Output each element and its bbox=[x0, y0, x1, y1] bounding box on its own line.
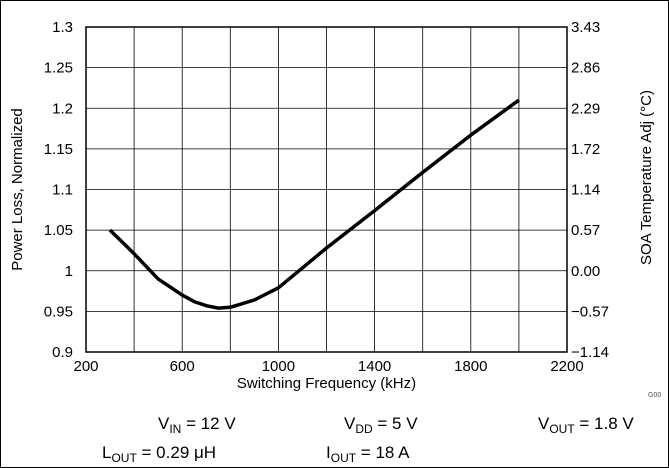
plot-area bbox=[85, 26, 568, 353]
y-axis-label: Power Loss, Normalized bbox=[9, 108, 26, 271]
y-tick-labels: 0.9 0.95 1 1.05 1.1 1.15 1.2 1.25 1.3 bbox=[44, 19, 73, 361]
y-tick-label: 1.3 bbox=[52, 19, 73, 36]
lout-condition: LOUT = 0.29 μH bbox=[102, 443, 217, 465]
x-tick-label: 1800 bbox=[454, 358, 487, 375]
iout-condition: IOUT = 18 A bbox=[326, 443, 410, 465]
x-axis-label: Switching Frequency (kHz) bbox=[237, 375, 416, 392]
vin-condition: VIN = 12 V bbox=[158, 414, 236, 436]
grid-lines bbox=[85, 26, 568, 353]
x-tick-labels: 200 600 1000 1400 1800 2200 bbox=[73, 358, 583, 375]
y-tick-label: 1.05 bbox=[44, 222, 73, 239]
y2-tick-labels: −1.14 −0.57 0.00 0.57 1.14 1.72 2.29 2.86 3.43 bbox=[571, 19, 609, 361]
y2-tick-label: 2.86 bbox=[571, 60, 600, 77]
y2-tick-label: 0.00 bbox=[571, 263, 600, 280]
y2-tick-label: 1.72 bbox=[571, 141, 600, 158]
y-tick-label: 1 bbox=[65, 263, 73, 280]
series-points bbox=[110, 100, 519, 308]
y-tick-label: 1.25 bbox=[44, 60, 73, 77]
y-tick-label: 0.95 bbox=[44, 303, 73, 320]
x-tick-label: 1400 bbox=[358, 358, 391, 375]
y2-tick-label: −0.57 bbox=[571, 303, 609, 320]
y-tick-label: 1.1 bbox=[52, 182, 73, 199]
y2-tick-label: 2.29 bbox=[571, 100, 600, 117]
power-loss-chart: 200 600 1000 1400 1800 2200 0.9 0.95 1 1.05 1.1 1.… bbox=[9, 19, 655, 392]
x-tick-label: 2200 bbox=[550, 358, 583, 375]
y2-tick-label: 1.14 bbox=[571, 182, 600, 199]
vout-condition: VOUT = 1.8 V bbox=[538, 414, 634, 436]
y-tick-label: 0.9 bbox=[52, 344, 73, 361]
x-tick-label: 600 bbox=[170, 358, 195, 375]
figure-code: G00 bbox=[648, 392, 662, 399]
x-tick-label: 200 bbox=[73, 358, 98, 375]
y2-tick-label: 3.43 bbox=[571, 19, 600, 36]
y-tick-label: 1.15 bbox=[44, 141, 73, 158]
y2-axis-label: SOA Temperature Adj (°C) bbox=[638, 90, 655, 265]
series-line bbox=[108, 98, 520, 310]
vdd-condition: VDD = 5 V bbox=[344, 414, 418, 436]
y2-tick-label: −1.14 bbox=[571, 344, 609, 361]
y2-tick-label: 0.57 bbox=[571, 222, 600, 239]
x-tick-label: 1000 bbox=[262, 358, 295, 375]
y-tick-label: 1.2 bbox=[52, 100, 73, 117]
